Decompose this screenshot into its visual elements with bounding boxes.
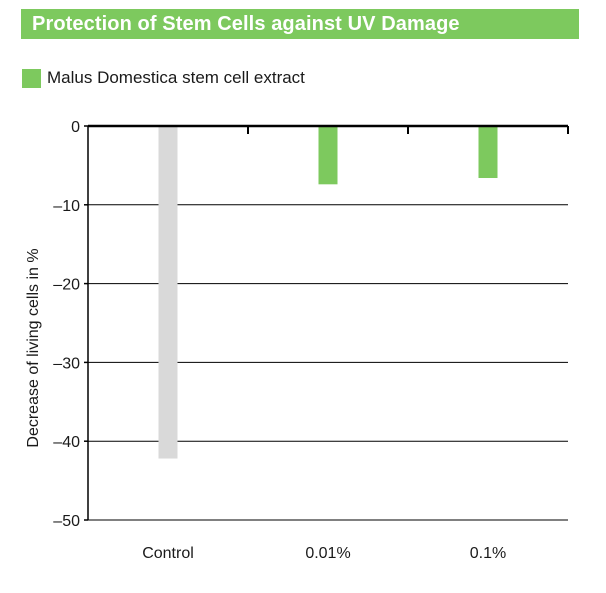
bar-0-1- (478, 126, 498, 179)
y-tick-label: –40 (53, 434, 80, 451)
y-tick-label: –50 (53, 513, 80, 530)
x-tick-label: 0.1% (470, 545, 506, 562)
legend-label: Malus Domestica stem cell extract (47, 68, 305, 87)
legend: Malus Domestica stem cell extract (22, 68, 305, 88)
x-tick-label: 0.01% (305, 545, 350, 562)
chart-title-banner: Protection of Stem Cells against UV Dama… (21, 9, 579, 39)
y-tick-label: –30 (53, 355, 80, 372)
x-tick-label: Control (142, 545, 194, 562)
y-axis-label: Decrease of living cells in % (25, 248, 42, 447)
y-tick-label: –20 (53, 277, 80, 294)
y-tick-labels: 0 –10 –20 –30 –40 –50 (53, 119, 80, 530)
x-tick-labels: Control 0.01% 0.1% (142, 545, 506, 562)
bar-0-01- (318, 126, 338, 185)
chart-title: Protection of Stem Cells against UV Dama… (32, 12, 460, 35)
y-tick-label: –10 (53, 198, 80, 215)
axes (84, 124, 569, 521)
bar-control (158, 126, 178, 459)
legend-swatch (22, 68, 41, 88)
y-tick-label: 0 (71, 119, 80, 136)
bars (158, 126, 498, 459)
